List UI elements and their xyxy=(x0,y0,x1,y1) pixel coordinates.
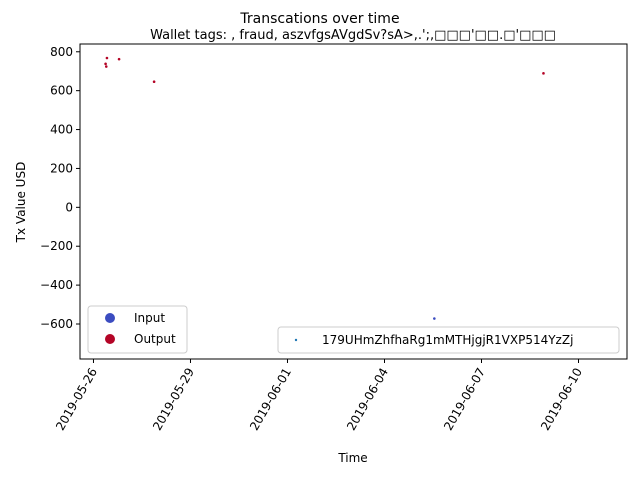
legend-output-label: Output xyxy=(134,332,176,346)
legend-input-marker xyxy=(105,313,115,323)
data-point-output xyxy=(104,62,107,66)
y-tick-label: 400 xyxy=(50,123,73,137)
data-point-output xyxy=(105,56,109,60)
legend-status: Input Output xyxy=(87,305,188,354)
x-axis-label: Time xyxy=(337,451,367,465)
y-tick-label: −600 xyxy=(40,317,73,331)
legend-wallet-frame xyxy=(277,326,620,354)
data-points xyxy=(104,56,545,320)
plot-area xyxy=(79,43,628,360)
y-tick-label: 200 xyxy=(50,161,73,175)
y-tick-label: −200 xyxy=(40,239,73,253)
legend-wallet-marker xyxy=(294,338,298,342)
data-point-output xyxy=(152,80,156,84)
chart-title: Transcations over time xyxy=(239,11,399,27)
axes-frame xyxy=(79,43,628,360)
y-axis-label: Tx Value USD xyxy=(14,162,28,244)
chart-subtitle: Wallet tags: , fraud, aszvfgsAVgdSv?sA>,… xyxy=(150,28,556,43)
y-axis-ticks: −600 −400 −200 0 200 400 600 800 xyxy=(40,45,80,331)
y-tick-label: 800 xyxy=(50,45,73,59)
legend-wallet: 179UHmZhfhaRg1mMTHjgjR1VXP514YzZj xyxy=(277,326,620,354)
data-point-output xyxy=(542,72,545,75)
legend-wallet-label: 179UHmZhfhaRg1mMTHjgjR1VXP514YzZj xyxy=(322,333,573,347)
legend-input-label: Input xyxy=(134,311,165,325)
data-point-input xyxy=(433,317,436,320)
data-point-output xyxy=(104,65,108,68)
y-tick-label: 0 xyxy=(65,200,73,214)
data-point-output xyxy=(117,57,121,61)
legend-output-marker xyxy=(105,334,115,344)
y-tick-label: −400 xyxy=(40,278,73,292)
y-tick-label: 600 xyxy=(50,84,73,98)
